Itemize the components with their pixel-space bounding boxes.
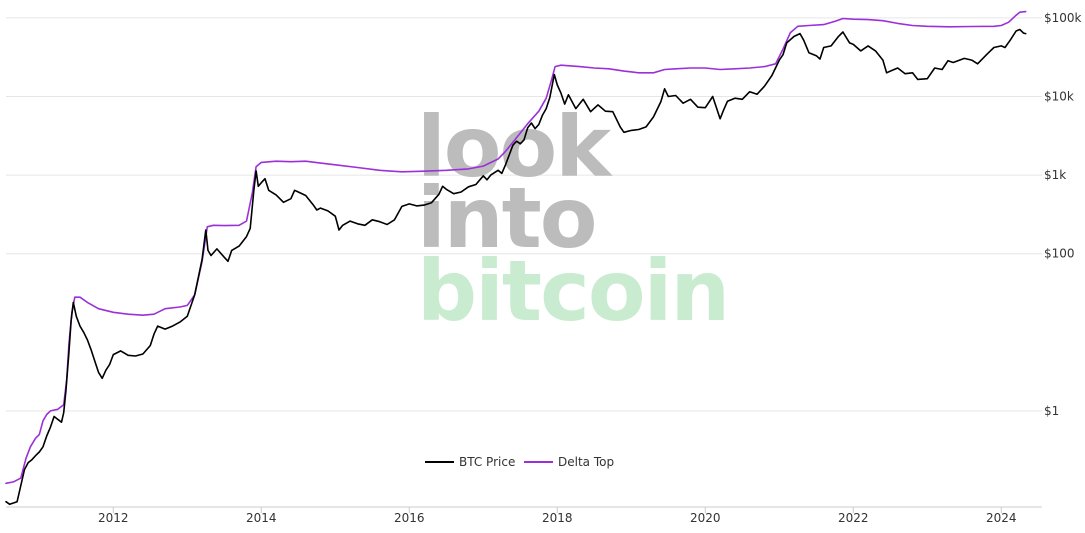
y-tick-label: $1: [1044, 404, 1059, 418]
series-line-btc-price: [5, 28, 1027, 506]
x-tick-label: 2012: [98, 511, 129, 525]
legend-item-btc-price[interactable]: BTC Price: [425, 455, 515, 469]
x-tick-label: 2024: [986, 511, 1017, 525]
watermark-line3: bitcoin: [417, 242, 728, 340]
legend-label: BTC Price: [459, 455, 515, 469]
watermark: look into bitcoin: [417, 98, 730, 340]
y-tick-label: $100: [1044, 247, 1075, 261]
series-line-delta-top: [5, 10, 1027, 485]
y-tick-label: $10k: [1044, 89, 1074, 103]
x-axis: 2012 2014 2016 2018 2020 2022 2024: [98, 507, 1017, 525]
x-tick-label: 2022: [838, 511, 869, 525]
series-layer: [5, 10, 1027, 506]
legend-label: Delta Top: [558, 455, 614, 469]
x-tick-label: 2018: [542, 511, 573, 525]
watermark-line1: look: [417, 98, 613, 196]
x-tick-label: 2016: [394, 511, 425, 525]
y-axis: $1 $100 $1k $10k $100k: [1044, 11, 1082, 418]
y-tick-label: $1k: [1044, 168, 1066, 182]
watermark-line2: into: [417, 169, 595, 267]
gridlines: [6, 17, 1042, 412]
legend[interactable]: BTC Price Delta Top: [425, 455, 614, 469]
y-tick-label: $100k: [1044, 11, 1082, 25]
x-tick-label: 2014: [246, 511, 277, 525]
x-tick-label: 2020: [690, 511, 721, 525]
legend-item-delta-top[interactable]: Delta Top: [524, 455, 614, 469]
